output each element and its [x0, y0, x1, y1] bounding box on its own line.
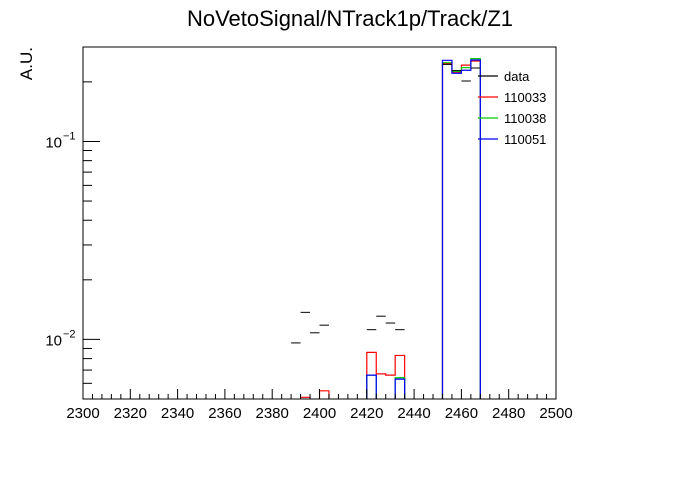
histogram-110051-segment-2 — [441, 59, 481, 399]
x-tick-label: 2340 — [161, 405, 194, 422]
x-tick-label: 2440 — [397, 405, 430, 422]
histogram-110033-segment-2 — [366, 351, 406, 399]
legend-item-110051: 110051 — [478, 132, 546, 147]
histogram-110038-segment-2 — [441, 58, 481, 399]
x-tick-label: 2400 — [303, 405, 336, 422]
legend-label-110051: 110051 — [504, 132, 546, 147]
y-tick-label-base: 10 — [45, 332, 62, 349]
plot-area — [291, 58, 481, 399]
y-axis-ticks — [83, 46, 100, 400]
x-tick-label: 2360 — [208, 405, 241, 422]
x-axis-tick-labels: 2300 2320 2340 2360 2380 2400 2420 2440 2460 2480… — [66, 405, 572, 422]
legend: data 110033 110038 110051 — [478, 69, 546, 147]
axes: 2300 2320 2340 2360 2380 2400 2420 2440 2460 2480… — [45, 46, 573, 422]
x-tick-label: 2320 — [114, 405, 147, 422]
x-tick-label: 2500 — [539, 405, 572, 422]
legend-label-data: data — [504, 69, 530, 84]
y-tick-label: 10 −1 — [45, 130, 75, 151]
y-tick-label-base: 10 — [45, 134, 62, 151]
x-tick-label: 2380 — [256, 405, 289, 422]
x-tick-label: 2460 — [445, 405, 478, 422]
legend-item-data: data — [478, 69, 530, 84]
legend-item-110033: 110033 — [478, 90, 546, 105]
legend-label-110033: 110033 — [504, 90, 546, 105]
series-110051 — [366, 59, 481, 399]
y-tick-label-exponent: −1 — [63, 130, 76, 142]
x-tick-label: 2480 — [492, 405, 525, 422]
chart-title: NoVetoSignal/NTrack1p/Track/Z1 — [187, 6, 513, 31]
x-tick-label: 2420 — [350, 405, 383, 422]
series-data — [291, 63, 481, 344]
y-tick-label-exponent: −2 — [63, 328, 76, 340]
y-tick-label: 10 −2 — [45, 328, 75, 349]
histogram-110051-segment-1 — [394, 378, 406, 399]
legend-label-110038: 110038 — [504, 111, 546, 126]
y-axis-label: A.U. — [17, 47, 36, 80]
legend-item-110038: 110038 — [478, 111, 546, 126]
x-axis-ticks — [82, 389, 557, 399]
y-axis-tick-labels: 10−210−1 — [45, 130, 75, 349]
histogram-110051-segment-0 — [366, 374, 377, 399]
x-tick-label: 2300 — [66, 405, 99, 422]
